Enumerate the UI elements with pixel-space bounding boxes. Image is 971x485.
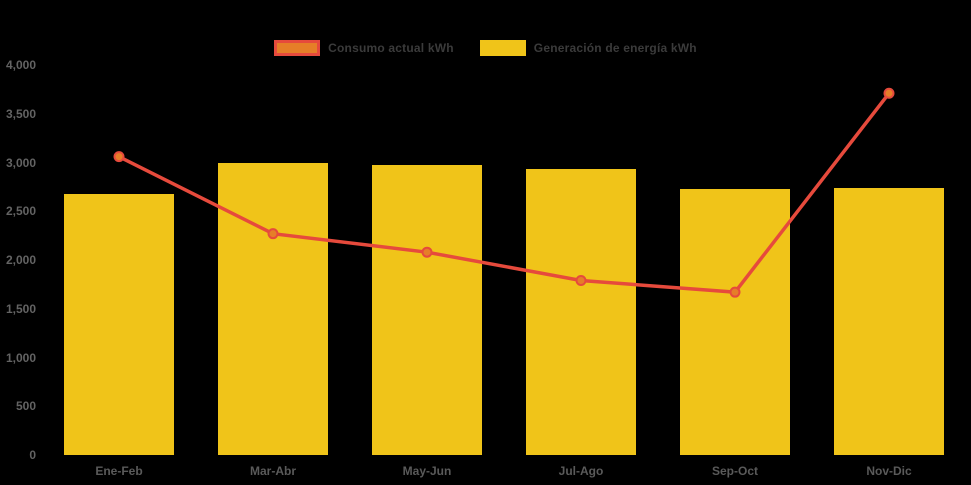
y-axis-tick-label: 4,000: [5, 58, 36, 72]
legend-label: Generación de energía kWh: [533, 41, 697, 55]
consumption-data-point-marker[interactable]: [883, 87, 895, 99]
legend-item[interactable]: Consumo actual kWh: [274, 40, 454, 56]
x-axis-category-label: Mar-Abr: [249, 464, 296, 478]
y-axis-tick-label: 500: [15, 399, 36, 414]
generation-bar[interactable]: [63, 193, 175, 455]
legend-swatch-icon: [274, 40, 321, 56]
legend-item[interactable]: Generación de energía kWh: [479, 40, 697, 56]
consumption-data-point-marker[interactable]: [729, 286, 741, 298]
generation-bar[interactable]: [371, 165, 483, 455]
consumption-data-point-marker[interactable]: [113, 151, 125, 163]
chart-legend: Consumo actual kWh Generación de energía …: [0, 37, 971, 59]
consumption-data-point-marker[interactable]: [575, 274, 587, 286]
generation-bar[interactable]: [833, 187, 945, 455]
x-axis-category-label: Sep-Oct: [711, 464, 758, 478]
consumption-data-point-marker[interactable]: [421, 246, 433, 258]
x-axis-category-label: Ene-Feb: [95, 464, 143, 478]
y-axis-tick-label: 1,500: [5, 301, 36, 316]
consumption-data-point-marker[interactable]: [267, 228, 279, 240]
x-axis-category-label: Nov-Dic: [866, 464, 912, 478]
x-axis-category-label: Jul-Ago: [558, 464, 604, 478]
generation-bar[interactable]: [525, 169, 637, 455]
y-axis-tick-label: 0: [29, 448, 36, 462]
legend-swatch-icon: [479, 40, 526, 56]
y-axis-tick-label: 2,000: [5, 253, 36, 267]
x-axis-category-label: May-Jun: [402, 464, 452, 478]
generation-bar[interactable]: [217, 162, 329, 455]
generation-bar[interactable]: [679, 188, 791, 455]
y-axis-tick-label: 3,000: [5, 155, 36, 170]
y-axis-tick-label: 3,500: [5, 106, 36, 121]
y-axis-tick-label: 1,000: [5, 350, 36, 365]
legend-label: Consumo actual kWh: [328, 41, 454, 55]
y-axis-tick-label: 2,500: [5, 204, 36, 219]
